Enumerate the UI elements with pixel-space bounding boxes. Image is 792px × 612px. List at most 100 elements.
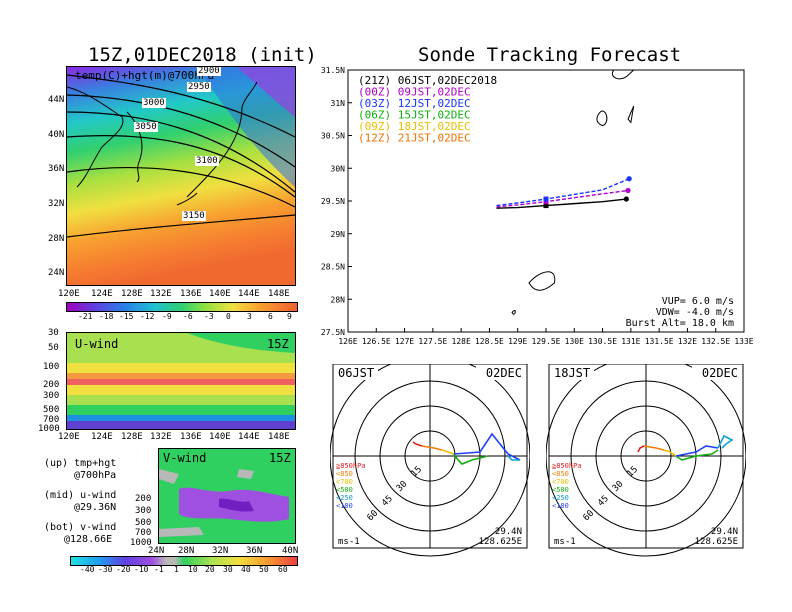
x-tick-label: 129.5E bbox=[532, 337, 561, 346]
hodograph-trace bbox=[637, 445, 645, 453]
contour-label: 3150 bbox=[182, 211, 206, 221]
pressure-tick: 300 bbox=[135, 506, 152, 516]
note-mid: (mid) u-wind bbox=[44, 490, 117, 501]
lon-tick: 148E bbox=[268, 289, 290, 299]
lat-tick: 32N bbox=[48, 199, 65, 209]
pressure-legend-entry: <700 bbox=[552, 478, 569, 486]
pressure-tick: 500 bbox=[135, 518, 152, 528]
legend-entry: (09Z) 18JST,02DEC bbox=[358, 120, 471, 133]
colorbar-tick: -6 bbox=[183, 312, 193, 321]
lat-tick: 24N bbox=[148, 546, 165, 556]
x-tick-label: 130E bbox=[565, 337, 584, 346]
pressure-legend-entry: <850 bbox=[336, 470, 353, 478]
stat-text: Burst Alt= 18.0 km bbox=[626, 318, 734, 329]
hodograph-trace bbox=[453, 432, 521, 461]
colorbar-tick: 10 bbox=[188, 565, 198, 574]
hodograph-lat: 29.4N bbox=[495, 527, 522, 537]
track-line bbox=[496, 198, 627, 209]
x-tick-label: 133E bbox=[734, 337, 753, 346]
tracking-chart: 126E 126.5E 127E 127.5E 128E 128.5E 129E 129.5E… bbox=[321, 66, 754, 346]
hodograph-lon: 128.625E bbox=[695, 537, 738, 547]
wind-colorbar bbox=[70, 556, 298, 566]
hodograph-trace bbox=[421, 445, 443, 451]
temperature-map-plot bbox=[67, 67, 295, 285]
lon-tick: 128E bbox=[121, 432, 143, 442]
colorbar-tick: -21 bbox=[78, 312, 93, 321]
hodograph-date: 02DEC bbox=[702, 366, 738, 380]
pressure-tick: 30 bbox=[48, 328, 59, 338]
map-title: 15Z,01DEC2018 (init) bbox=[88, 44, 317, 66]
colorbar-tick: 1 bbox=[174, 565, 179, 574]
track-line bbox=[496, 189, 629, 208]
pressure-tick: 1000 bbox=[38, 424, 60, 434]
mid-marker bbox=[543, 203, 549, 209]
colorbar-tick: -18 bbox=[99, 312, 114, 321]
hodograph-trace bbox=[441, 449, 455, 455]
lat-tick: 36N bbox=[246, 546, 263, 556]
note-bot-level: @128.66E bbox=[64, 534, 113, 545]
x-tick-label: 131.5E bbox=[645, 337, 674, 346]
island-outline bbox=[612, 69, 635, 80]
wind-colorbar-labels: -40 -30 -20 -10 -1 1 10 20 30 40 50 60 bbox=[70, 565, 296, 575]
x-tick-label: 126.5E bbox=[362, 337, 391, 346]
colorbar-tick: 40 bbox=[241, 565, 251, 574]
hodograph-lon: 128.625E bbox=[479, 537, 522, 547]
hodograph-trace bbox=[453, 453, 489, 465]
hodograph-time: 06JST bbox=[338, 366, 374, 380]
lon-tick: 136E bbox=[180, 432, 202, 442]
pressure-legend-entry: <100 bbox=[552, 502, 569, 510]
lat-tick: 40N bbox=[48, 130, 65, 140]
temperature-colorbar-labels: -21 -18 -15 -12 -9 -6 -3 0 3 6 9 bbox=[66, 312, 296, 322]
x-tick-label: 130.5E bbox=[588, 337, 617, 346]
colorbar-tick: -10 bbox=[134, 565, 149, 574]
pressure-legend-entry: ≧850hPa bbox=[336, 462, 366, 470]
colorbar-tick: -12 bbox=[140, 312, 155, 321]
lat-tick: 44N bbox=[48, 95, 65, 105]
hodograph-trace bbox=[675, 449, 719, 461]
hodograph-unit: ms-1 bbox=[338, 537, 360, 547]
burst-point bbox=[623, 196, 629, 202]
lon-tick: 124E bbox=[91, 289, 113, 299]
y-tick-label: 28.5N bbox=[321, 263, 345, 272]
stat-text: VUP= 6.0 m/s bbox=[662, 296, 734, 307]
x-tick-label: 128E bbox=[452, 337, 471, 346]
colorbar-tick: -30 bbox=[98, 565, 113, 574]
contour-label: 2900 bbox=[197, 66, 221, 76]
y-tick-label: 30.5N bbox=[321, 132, 345, 141]
time-bg bbox=[552, 366, 594, 380]
pressure-legend-entry: <700 bbox=[336, 478, 353, 486]
lat-tick: 28N bbox=[178, 546, 195, 556]
pressure-legend-entry: <250 bbox=[336, 494, 353, 502]
pressure-tick: 500 bbox=[43, 405, 60, 415]
colorbar-tick: -20 bbox=[116, 565, 131, 574]
legend-entry: (03Z) 12JST,02DEC bbox=[358, 97, 471, 110]
x-tick-label: 126E bbox=[338, 337, 357, 346]
hodograph-date: 02DEC bbox=[486, 366, 522, 380]
pressure-legend-entry: <500 bbox=[552, 486, 569, 494]
x-tick-label: 132.5E bbox=[701, 337, 730, 346]
x-tick-label: 127E bbox=[395, 337, 414, 346]
pressure-tick: 1000 bbox=[130, 538, 152, 548]
hodograph-trace bbox=[663, 449, 677, 457]
pressure-legend-entry: <100 bbox=[336, 502, 353, 510]
x-tick-label: 131E bbox=[621, 337, 640, 346]
pressure-tick: 200 bbox=[135, 494, 152, 504]
stat-text: VDW= -4.0 m/s bbox=[656, 307, 734, 318]
colorbar-tick: -1 bbox=[154, 565, 164, 574]
lat-tick: 40N bbox=[282, 546, 299, 556]
lon-tick: 136E bbox=[180, 289, 202, 299]
note-up: (up) tmp+hgt bbox=[44, 458, 117, 469]
pressure-tick: 100 bbox=[43, 362, 60, 372]
pressure-tick: 700 bbox=[135, 528, 152, 538]
u-wind-plot bbox=[67, 333, 295, 429]
chart-title: Sonde Tracking Forecast bbox=[418, 44, 682, 66]
note-mid-level: @29.36N bbox=[74, 502, 117, 513]
x-tick-label: 127.5E bbox=[418, 337, 447, 346]
burst-point bbox=[626, 176, 632, 182]
note-bot: (bot) v-wind bbox=[44, 522, 117, 533]
v-wind-plot bbox=[159, 449, 295, 543]
hodograph-time: 18JST bbox=[554, 366, 590, 380]
u-wind-label: U-wind bbox=[75, 337, 119, 351]
island-outline bbox=[511, 310, 516, 315]
